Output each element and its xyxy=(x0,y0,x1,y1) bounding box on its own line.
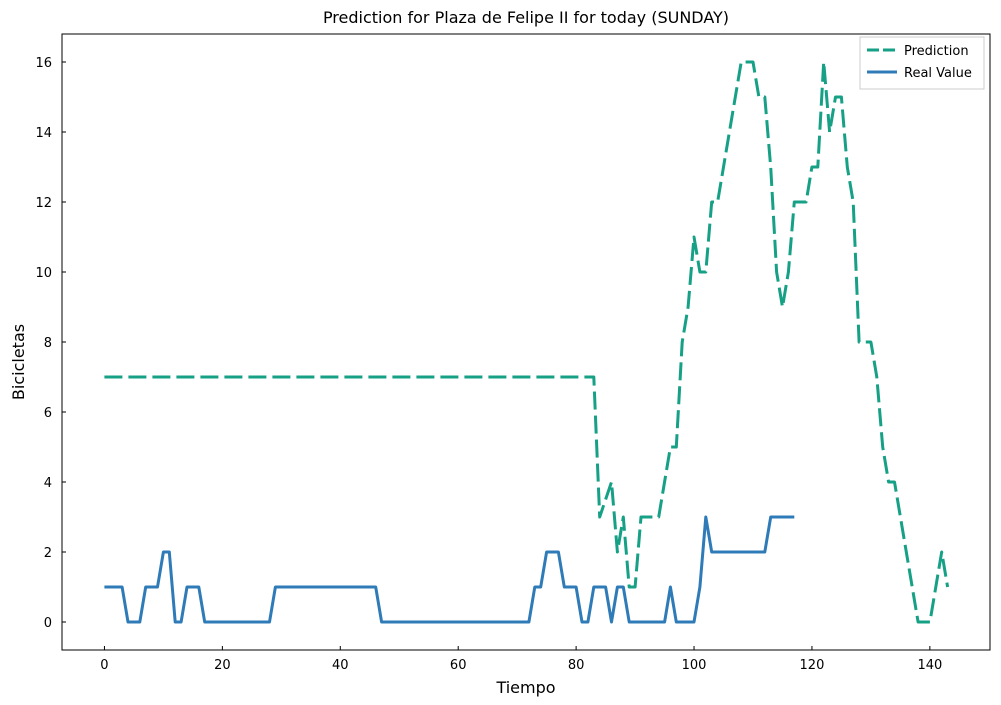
legend-label-real-value: Real Value xyxy=(904,66,972,81)
y-tick-label: 6 xyxy=(44,406,52,421)
series-lines xyxy=(104,60,950,624)
y-axis-ticks: 0 2 4 6 8 10 12 14 16 xyxy=(35,56,66,631)
x-tick-label: 80 xyxy=(568,658,585,673)
y-tick-label: 12 xyxy=(35,196,52,211)
legend-box xyxy=(859,36,985,90)
x-tick-label: 140 xyxy=(917,658,942,673)
x-tick-label: 120 xyxy=(800,658,825,673)
x-tick-label: 60 xyxy=(450,658,467,673)
x-tick-label: 100 xyxy=(682,658,707,673)
y-tick-label: 16 xyxy=(35,56,52,71)
x-tick-label: 0 xyxy=(100,658,108,673)
y-tick-label: 14 xyxy=(35,126,52,141)
x-tick-label: 20 xyxy=(214,658,231,673)
y-tick-label: 0 xyxy=(44,616,52,631)
y-tick-label: 2 xyxy=(44,546,52,561)
y-tick-label: 10 xyxy=(35,266,52,281)
y-axis-label: Bicicletas xyxy=(9,324,28,400)
chart-title: Prediction for Plaza de Felipe II for to… xyxy=(323,8,729,27)
x-tick-label: 40 xyxy=(332,658,349,673)
legend: Prediction Real Value xyxy=(859,36,985,90)
x-axis-label: Tiempo xyxy=(495,678,555,697)
y-tick-label: 8 xyxy=(44,336,52,351)
legend-label-prediction: Prediction xyxy=(904,44,969,59)
series-line-prediction xyxy=(104,60,950,624)
series-line-real-value xyxy=(104,515,795,624)
x-axis-ticks: 0 20 40 60 80 100 120 140 xyxy=(100,646,942,673)
y-tick-label: 4 xyxy=(44,476,52,491)
